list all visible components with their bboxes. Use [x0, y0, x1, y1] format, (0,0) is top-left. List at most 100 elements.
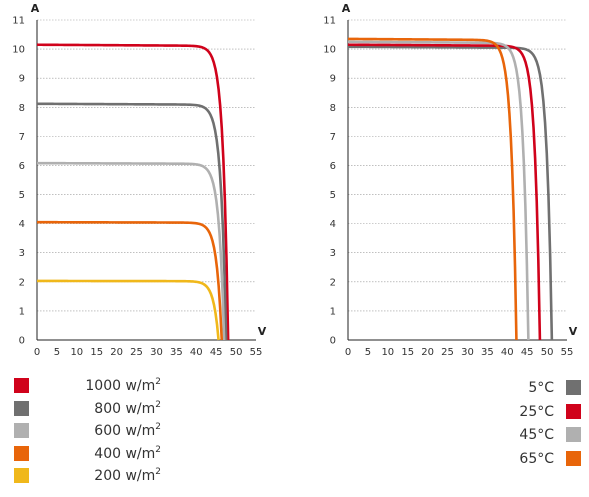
x-tick-label: 25 — [441, 347, 454, 358]
legend-swatch — [14, 468, 29, 483]
x-tick-label: 10 — [70, 347, 83, 358]
temp-series-line — [347, 45, 554, 341]
legend-swatch — [14, 400, 29, 416]
temp-series-line — [347, 43, 542, 341]
y-tick-label: 9 — [19, 74, 25, 85]
x-tick-label: 15 — [90, 347, 103, 358]
legend-item: 5°C — [440, 380, 581, 396]
y-tick-label: 7 — [330, 132, 336, 143]
y-tick-label: 9 — [330, 74, 336, 85]
irr-series-line — [36, 102, 228, 341]
legend-label-text: 65°C — [519, 450, 554, 467]
y-tick-label: 11 — [323, 16, 336, 27]
legend-item: 400 w/m2 — [14, 444, 214, 462]
legend-irradiance: 1000 w/m2 800 w/m2 600 w/m2 400 w/m2 200 w/m… — [14, 378, 214, 490]
y-tick-label: 10 — [323, 45, 336, 56]
x-tick-label: 50 — [541, 347, 554, 358]
legend-label-text: 400 w/m — [94, 445, 156, 462]
legend-label: 25°C — [519, 404, 554, 420]
y-axis-title: A — [342, 2, 351, 15]
legend-item: 25°C — [440, 403, 581, 420]
y-tick-label: 1 — [19, 306, 25, 317]
y-axis-title: A — [31, 2, 40, 15]
y-tick-label: 6 — [330, 161, 336, 172]
x-tick-label: 40 — [501, 347, 514, 358]
legend-label-text: 600 w/m — [94, 423, 156, 439]
x-tick-label: 45 — [521, 347, 534, 358]
y-tick-label: 0 — [330, 336, 336, 347]
y-tick-label: 8 — [19, 103, 25, 114]
legend-label: 600 w/m2 — [41, 422, 161, 440]
x-tick-label: 25 — [130, 347, 143, 358]
x-tick-label: 10 — [381, 347, 394, 358]
x-tick-label: 5 — [365, 347, 371, 358]
legend-label-superscript: 2 — [155, 377, 161, 387]
irr-series-line — [36, 43, 230, 341]
legend-label-text: 800 w/m — [94, 400, 156, 417]
x-tick-label: 5 — [54, 347, 60, 358]
y-tick-label: 3 — [19, 248, 25, 259]
x-tick-label: 0 — [34, 347, 40, 358]
y-tick-label: 2 — [330, 277, 336, 288]
legend-item: 600 w/m2 — [14, 423, 214, 439]
legend-item: 45°C — [440, 427, 581, 443]
legend-label: 400 w/m2 — [41, 444, 161, 462]
legend-label-text: 200 w/m — [94, 468, 156, 484]
y-tick-label: 6 — [19, 161, 25, 172]
y-tick-label: 5 — [19, 190, 25, 201]
y-tick-label: 10 — [12, 45, 25, 56]
legend-label-text: 25°C — [519, 403, 554, 420]
x-tick-label: 30 — [150, 347, 163, 358]
legend-item: 200 w/m2 — [14, 468, 214, 484]
legend-label-superscript: 2 — [155, 399, 161, 410]
legend-label: 65°C — [519, 451, 554, 467]
x-tick-label: 55 — [250, 347, 263, 358]
legend-swatch — [14, 423, 29, 438]
x-tick-label: 55 — [561, 347, 574, 358]
x-tick-label: 20 — [110, 347, 123, 358]
legend-swatch — [14, 378, 29, 393]
y-tick-label: 3 — [330, 248, 336, 259]
x-tick-label: 35 — [170, 347, 183, 358]
x-tick-label: 15 — [401, 347, 414, 358]
y-tick-label: 7 — [19, 132, 25, 143]
legend-label-superscript: 2 — [155, 467, 161, 477]
legend-label: 5°C — [528, 380, 554, 396]
irr-series-line — [36, 220, 224, 341]
legend-label-text: 1000 w/m — [85, 378, 156, 394]
legend-swatch — [14, 445, 29, 461]
x-axis-title: V — [258, 325, 267, 338]
y-tick-label: 1 — [330, 306, 336, 317]
legend-label-superscript: 2 — [155, 422, 161, 432]
legend-temperature: 5°C 25°C 45°C 65°C — [440, 380, 581, 470]
temp-series-line — [347, 37, 518, 341]
y-tick-label: 4 — [330, 219, 336, 230]
irr-series-line — [37, 161, 226, 341]
y-tick-label: 4 — [19, 219, 25, 230]
x-tick-label: 45 — [210, 347, 223, 358]
legend-label: 45°C — [519, 427, 554, 443]
legend-label: 1000 w/m2 — [41, 377, 161, 395]
legend-label-superscript: 2 — [155, 444, 161, 455]
y-tick-label: 5 — [330, 190, 336, 201]
legend-swatch — [566, 403, 581, 419]
legend-item: 1000 w/m2 — [14, 378, 214, 394]
legend-item: 800 w/m2 — [14, 399, 214, 417]
legend-swatch — [566, 450, 581, 466]
legend-label: 200 w/m2 — [41, 467, 161, 485]
y-tick-label: 0 — [19, 336, 25, 347]
x-axis-title: V — [569, 325, 578, 338]
temp-series-line — [347, 40, 530, 341]
y-tick-label: 8 — [330, 103, 336, 114]
legend-label-text: 5°C — [528, 380, 554, 396]
legend-label-text: 45°C — [519, 427, 554, 443]
x-tick-label: 50 — [230, 347, 243, 358]
x-tick-label: 40 — [190, 347, 203, 358]
x-tick-label: 0 — [345, 347, 351, 358]
x-tick-label: 20 — [421, 347, 434, 358]
legend-swatch — [566, 380, 581, 395]
y-tick-label: 2 — [19, 277, 25, 288]
